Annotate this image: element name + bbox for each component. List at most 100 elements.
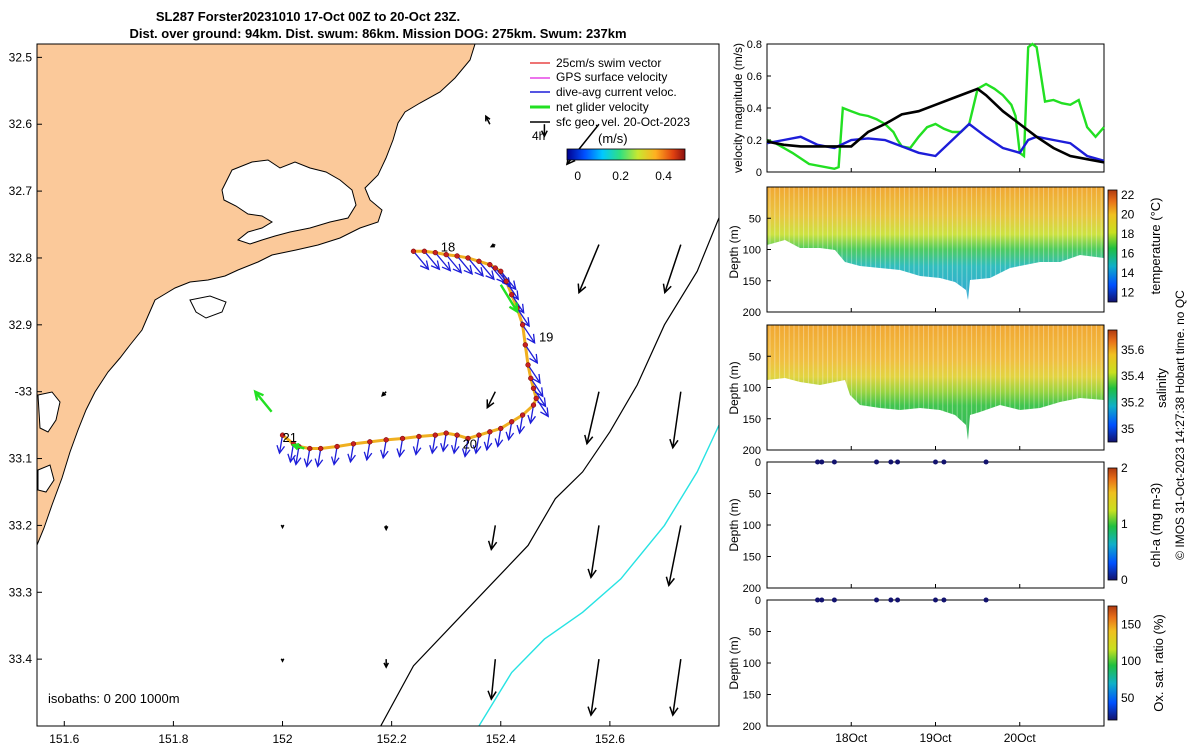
net-velocity-vector-2 [499, 284, 519, 314]
geo-vector-16-head [383, 662, 390, 669]
dive-vector-18-head [540, 407, 550, 418]
temperature-cbar-tick-1: 14 [1121, 266, 1135, 280]
dive-vector-0 [412, 250, 430, 271]
chla-points [815, 459, 989, 465]
dive-vector-30-shaft [398, 438, 404, 457]
dive-vector-33-shaft [349, 443, 355, 462]
geo-vector-18-head [587, 706, 597, 717]
temperature-panel: 50 100 150 200 Depth (m) 12 14 16 18 20 22 tempe… [727, 186, 1163, 319]
dive-vector-2-head [441, 261, 452, 272]
map-ytick-label-3: 32.8 [9, 251, 33, 265]
geo-vector-19 [669, 659, 682, 717]
oxygen-colorbar-ticks: 50 100 150 [1121, 617, 1141, 705]
dive-vector-14 [524, 344, 539, 365]
dive-vector-28-shaft [431, 435, 436, 454]
map-xtick-label-4: 152.4 [486, 732, 516, 746]
geo-vector-3 [489, 243, 496, 248]
dive-vector-19 [527, 404, 537, 425]
oxygen-y-axis: 0 50 100 150 200 [743, 595, 771, 733]
map-x-axis: 151.6 151.8 152 152.2 152.4 152.6 [49, 721, 625, 746]
dive-vector-20 [516, 414, 526, 435]
track-point-13 [519, 322, 526, 328]
map-ytick-label-0: 32.5 [9, 50, 33, 64]
chla-point-1 [819, 459, 825, 465]
dive-vector-27-shaft [442, 433, 447, 452]
chla-ytick-label-4: 200 [743, 583, 761, 595]
oxygen-cbar-tick-1: 100 [1121, 654, 1141, 668]
track-point-15 [525, 362, 531, 368]
geo-vector-5 [662, 244, 682, 295]
oxygen-ytick-label-1: 50 [749, 627, 761, 639]
track-point-28 [432, 432, 438, 438]
dive-vector-27-head [440, 442, 449, 453]
dive-vector-39-shaft [278, 435, 284, 454]
map-ytick-label-6: 33.1 [9, 452, 33, 466]
chla-panel: 0 50 100 150 200 Depth (m) 0 1 2 chl-a (mg m-3… [727, 457, 1163, 595]
map-ytick-label-9: 33.4 [9, 652, 33, 666]
dive-vector-6 [478, 260, 495, 281]
track-point-19 [530, 402, 537, 408]
salinity-section-field [767, 325, 1104, 440]
geo-vector-9 [669, 391, 682, 450]
chla-ylabel: Depth (m) [727, 498, 741, 551]
dive-vector-5 [467, 257, 484, 278]
track-point-9 [498, 268, 504, 274]
geo-vector-13-shaft [590, 525, 600, 578]
temperature-colorbar [1107, 189, 1118, 303]
velocity-panel: 0 0.2 0.4 0.6 0.8 velocity magnitude (m/s) [731, 39, 1105, 179]
geo-vector-13 [587, 525, 600, 580]
dive-vector-34 [330, 446, 340, 466]
figure-title-line2: Dist. over ground: 94km. Dist. swum: 86k… [129, 26, 626, 41]
oxygen-points [815, 597, 989, 603]
map-ytick-label-4: 32.9 [9, 318, 33, 332]
dive-vector-4-head [463, 265, 474, 276]
dive-vector-29-head [412, 446, 422, 456]
track-point-29 [416, 433, 422, 440]
dive-vector-31 [380, 439, 389, 460]
velocity-frame [766, 43, 1105, 173]
day-labels: 18 19 20 21 [283, 239, 554, 451]
dive-vector-17-shaft [532, 387, 547, 407]
chla-colorbar-label: chl-a (mg m-3) [1148, 483, 1163, 568]
speed-colorbar-tick-2: 0.4 [655, 169, 672, 183]
chla-cbar-tick-1: 1 [1121, 517, 1128, 531]
dive-vector-10-shaft [505, 281, 519, 300]
dive-vector-39-head [276, 444, 286, 455]
dive-vector-22-head [494, 438, 504, 448]
oxygen-colorbar-label: Ox. sat. ratio (%) [1151, 614, 1166, 712]
salinity-cbar-tick-3: 35.6 [1121, 343, 1145, 357]
dive-vector-21-shaft [508, 421, 513, 440]
map-frame [36, 43, 720, 727]
geo-vector-9-shaft [672, 391, 682, 448]
oxygen-point-1 [819, 597, 825, 603]
velocity-ylabel: velocity magnitude (m/s) [731, 43, 745, 173]
dive-vector-14-shaft [524, 344, 538, 364]
dive-vector-36-shaft [306, 448, 311, 467]
dive-vector-23-shaft [486, 431, 491, 450]
dive-vector-7-shaft [489, 264, 506, 284]
track-point-30 [399, 435, 406, 442]
chla-cbar-tick-2: 2 [1121, 461, 1128, 475]
track-point-24 [476, 432, 482, 438]
map-ytick-label-1: 32.6 [9, 117, 33, 131]
map-xtick-label-3: 152.2 [377, 732, 407, 746]
salinity-cbar-tick-2: 35.4 [1121, 369, 1145, 383]
salinity-ytick-label-2: 150 [743, 414, 761, 426]
dive-vector-37 [292, 446, 302, 466]
velocity-series [766, 42, 1105, 171]
temperature-y-axis: 50 100 150 200 [743, 213, 771, 319]
map-xtick-label-1: 151.8 [158, 732, 188, 746]
map-panel: 18 19 20 21 151.6 151.8 152 152.2 152.4 152.6 32… [9, 43, 720, 746]
coastal-inlet-2 [37, 464, 55, 493]
track-point-17 [530, 385, 537, 391]
dive-vector-26-shaft [453, 435, 458, 454]
geo-vector-6-head [381, 391, 387, 397]
estuary-inlet [189, 295, 227, 319]
chla-ytick-label-0: 0 [755, 457, 761, 469]
chla-point-7 [941, 459, 947, 465]
oxygen-ytick-label-0: 0 [755, 595, 761, 607]
dive-vector-3-shaft [445, 254, 462, 274]
chla-point-5 [895, 459, 901, 465]
dive-vector-30-head [396, 448, 406, 458]
dive-vector-22 [494, 428, 504, 448]
